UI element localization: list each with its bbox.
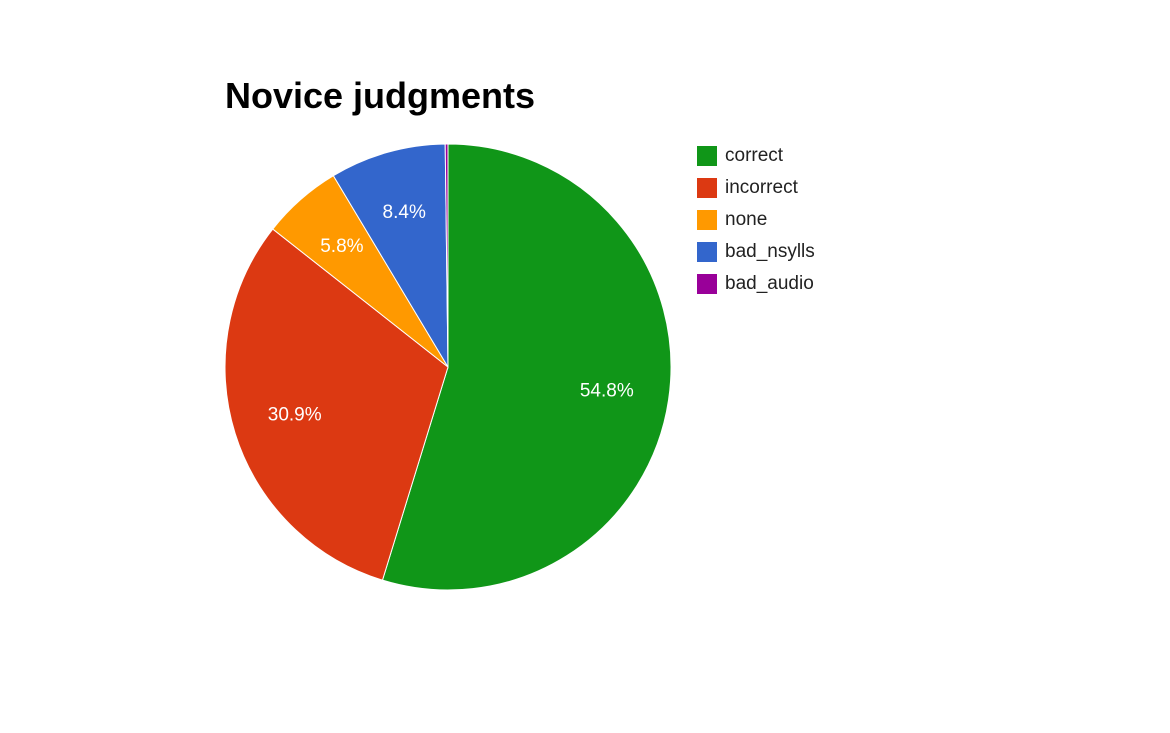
slice-label-none: 5.8% [320, 236, 363, 257]
slice-label-incorrect: 30.9% [268, 404, 322, 425]
legend-label: none [725, 209, 768, 230]
slice-label-correct: 54.8% [580, 380, 634, 401]
pie-slice-incorrect [224, 228, 449, 581]
legend-swatch [697, 146, 717, 166]
legend-swatch [697, 178, 717, 198]
legend-label: bad_nsylls [725, 241, 815, 262]
legend-swatch [697, 274, 717, 294]
legend-item-correct: correct [697, 140, 815, 172]
legend-label: correct [725, 145, 784, 166]
legend-swatch [697, 242, 717, 262]
legend-item-none: none [697, 204, 815, 236]
legend-label: incorrect [725, 177, 798, 198]
legend-item-bad-nsylls: bad_nsylls [697, 236, 815, 268]
legend: correct incorrect none bad_nsylls bad_audio [697, 140, 815, 300]
slice-label-bad-nsylls: 8.4% [383, 202, 426, 223]
chart-title: Novice judgments [225, 75, 536, 116]
pie-slice-bad-nsylls [332, 143, 449, 369]
pie-slice-correct [381, 143, 672, 591]
legend-swatch [697, 210, 717, 230]
legend-item-bad-audio: bad_audio [697, 268, 815, 300]
legend-label: bad_audio [725, 273, 814, 294]
legend-item-incorrect: incorrect [697, 172, 815, 204]
pie-slice-bad-audio [444, 143, 449, 368]
